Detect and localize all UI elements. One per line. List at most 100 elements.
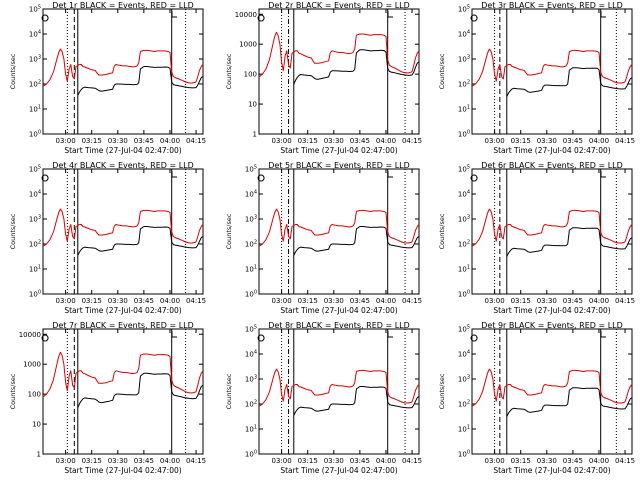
panel-7-xtick-label-5: 04:15 xyxy=(186,457,206,465)
panel-9-title: Det 9r BLACK = Events, RED = LLD xyxy=(481,321,623,330)
panel-1-xtick-label-5: 04:15 xyxy=(186,137,206,145)
panel-3: Det 3r BLACK = Events, RED = LLD Start Ti… xyxy=(438,1,635,155)
panel-7-xtick-label-1: 03:15 xyxy=(82,457,102,465)
panel-7-xtick-label-3: 03:45 xyxy=(134,457,154,465)
panel-3-ytick-label-3: 103 xyxy=(458,55,470,64)
panel-6-ytick-label-0: 100 xyxy=(458,290,470,299)
panel-1: Det 1r BLACK = Events, RED = LLD Start Ti… xyxy=(9,1,206,155)
panel-6-ytick-label-4: 104 xyxy=(458,190,470,199)
panel-7-ytick-label-2: 100 xyxy=(28,391,41,399)
panel-1-xtick-label-2: 03:30 xyxy=(108,137,128,145)
panel-7-plot-frame xyxy=(42,328,204,455)
panel-5-ytick-label-5: 105 xyxy=(245,165,257,174)
panel-3-xtick-label-1: 03:15 xyxy=(511,137,531,145)
panel-4-plot-frame xyxy=(42,168,204,295)
panel-4-xtick-label-5: 04:15 xyxy=(186,297,206,305)
panel-9-ytick-label-2: 102 xyxy=(458,400,470,409)
panel-6-corner-glyph xyxy=(470,174,478,182)
panel-6-xlabel: Start Time (27-Jul-04 02:47:00) xyxy=(493,306,610,315)
panel-6: Det 6r BLACK = Events, RED = LLD Start Ti… xyxy=(438,161,635,315)
panel-2-plot-frame xyxy=(258,8,420,135)
panel-1-ytick-label-1: 101 xyxy=(29,105,41,114)
panel-4-title: Det 4r BLACK = Events, RED = LLD xyxy=(52,161,194,170)
panel-5-xtick-label-1: 03:15 xyxy=(298,297,318,305)
panel-4-series-events xyxy=(77,226,204,256)
panel-4-xtick-label-0: 03:00 xyxy=(56,297,76,305)
panel-9-xtick-label-5: 04:15 xyxy=(615,457,635,465)
panel-6-series-lld xyxy=(471,208,633,247)
panel-8-title: Det 8r BLACK = Events, RED = LLD xyxy=(268,321,410,330)
panel-4-xtick-label-2: 03:30 xyxy=(108,297,128,305)
panel-1-ytick-label-3: 103 xyxy=(29,55,41,64)
panel-5-series-lld xyxy=(258,208,420,247)
panel-3-plot-frame xyxy=(471,8,633,135)
panel-2-corner-mark xyxy=(387,11,393,18)
panel-6-ytick-label-5: 105 xyxy=(458,165,470,174)
panel-4-ytick-label-0: 100 xyxy=(29,290,41,299)
panel-1-corner-glyph xyxy=(41,14,49,22)
panel-4-ytick-label-1: 101 xyxy=(29,265,41,274)
panel-3-ytick-label-0: 100 xyxy=(458,130,470,139)
panel-6-ytick-label-1: 101 xyxy=(458,265,470,274)
panel-3-series-events xyxy=(506,67,633,97)
panel-7-xtick-label-4: 04:00 xyxy=(160,457,180,465)
panel-4-corner-mark xyxy=(171,171,177,178)
panel-8-corner-mark xyxy=(387,331,393,338)
panel-2-xtick-label-4: 04:00 xyxy=(376,137,396,145)
panel-9-ytick-label-1: 101 xyxy=(458,425,470,434)
panel-1-xtick-label-1: 03:15 xyxy=(82,137,102,145)
panel-7-corner-glyph xyxy=(41,334,49,342)
panel-2-ytick-label-1: 10 xyxy=(248,101,257,109)
panel-2-ytick-label-0: 1 xyxy=(253,131,257,139)
panel-5-corner-mark xyxy=(387,171,393,178)
panel-2-title: Det 2r BLACK = Events, RED = LLD xyxy=(268,1,410,10)
panel-9-ytick-label-3: 103 xyxy=(458,375,470,384)
panel-1-ylabel: Counts/sec xyxy=(9,53,17,89)
panel-8-ytick-label-5: 105 xyxy=(245,325,257,334)
panel-5-xtick-label-2: 03:30 xyxy=(324,297,344,305)
panel-8-xtick-label-1: 03:15 xyxy=(298,457,318,465)
panel-7-corner-mark xyxy=(171,331,177,338)
panel-6-plot-frame xyxy=(471,168,633,295)
panel-1-xlabel: Start Time (27-Jul-04 02:47:00) xyxy=(64,146,181,155)
panel-1-title: Det 1r BLACK = Events, RED = LLD xyxy=(52,1,194,10)
panel-6-title: Det 6r BLACK = Events, RED = LLD xyxy=(481,161,623,170)
panel-9-xtick-label-3: 03:45 xyxy=(563,457,583,465)
panel-8-plot-frame xyxy=(258,328,420,455)
panel-9-xtick-label-0: 03:00 xyxy=(485,457,505,465)
panel-3-xtick-label-4: 04:00 xyxy=(589,137,609,145)
panel-7: Det 7r BLACK = Events, RED = LLD Start Ti… xyxy=(9,321,206,475)
panel-9-ylabel: Counts/sec xyxy=(438,373,446,409)
panel-6-corner-mark xyxy=(600,171,606,178)
panel-6-series-events xyxy=(506,227,633,257)
panel-5: Det 5r BLACK = Events, RED = LLD Start Ti… xyxy=(225,161,422,315)
panel-5-ytick-label-2: 102 xyxy=(245,240,257,249)
panel-7-xtick-label-2: 03:30 xyxy=(108,457,128,465)
panel-4-ytick-label-3: 103 xyxy=(29,215,41,224)
panel-9-ytick-label-5: 105 xyxy=(458,325,470,334)
panel-5-ytick-label-0: 100 xyxy=(245,290,257,299)
panel-3-ytick-label-2: 102 xyxy=(458,80,470,89)
panel-7-ytick-label-3: 1000 xyxy=(23,361,41,369)
panel-8-series-events xyxy=(293,386,420,416)
panel-2-corner-glyph xyxy=(257,14,265,22)
panel-2-ytick-label-3: 1000 xyxy=(239,41,257,49)
panel-4-ytick-label-5: 105 xyxy=(29,165,41,174)
panel-8-xtick-label-4: 04:00 xyxy=(376,457,396,465)
panel-8-ytick-label-0: 100 xyxy=(245,450,257,459)
panel-4-xtick-label-3: 03:45 xyxy=(134,297,154,305)
panel-7-ytick-label-4: 10000 xyxy=(19,331,41,339)
panel-3-xtick-label-2: 03:30 xyxy=(537,137,557,145)
panel-4-xlabel: Start Time (27-Jul-04 02:47:00) xyxy=(64,306,181,315)
panel-6-xtick-label-4: 04:00 xyxy=(589,297,609,305)
panel-8-series-lld xyxy=(258,368,420,407)
panel-7-ylabel: Counts/sec xyxy=(9,373,17,409)
panel-9-series-events xyxy=(506,387,633,417)
panel-1-ytick-label-2: 102 xyxy=(29,80,41,89)
panel-3-xtick-label-5: 04:15 xyxy=(615,137,635,145)
panel-7-series-events xyxy=(77,372,204,408)
panel-3-ytick-label-5: 105 xyxy=(458,5,470,14)
panel-7-ytick-label-0: 1 xyxy=(37,451,41,459)
panel-4-ytick-label-2: 102 xyxy=(29,240,41,249)
